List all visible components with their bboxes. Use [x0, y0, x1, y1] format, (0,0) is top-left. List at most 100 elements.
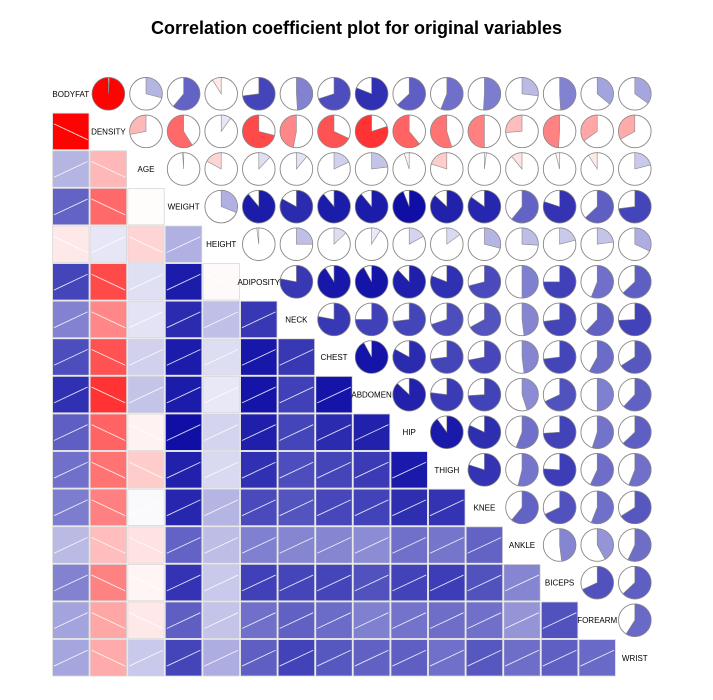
- pie-cell-abdomen-forearm: [580, 377, 614, 412]
- pie-cell-weight-neck: [279, 189, 314, 224]
- pie-cell-density-abdomen: [354, 114, 389, 149]
- shade-cell-neck-age: [127, 300, 165, 339]
- pie-cell-neck-ankle: [505, 302, 539, 337]
- shade-cell-knee-weight: [164, 488, 203, 527]
- shade-cell-wrist-height: [202, 639, 240, 677]
- variable-label-height: HEIGHT: [206, 240, 236, 249]
- pie-cell-thigh-wrist: [618, 453, 652, 487]
- pie-cell-chest-hip: [392, 340, 426, 374]
- shade-cell-biceps-ankle: [503, 564, 541, 602]
- pie-cell-age-wrist: [618, 152, 652, 186]
- pie-cell-chest-abdomen: [354, 340, 389, 374]
- pie-cell-bodyfat-chest: [317, 77, 351, 111]
- pie-cell-thigh-knee: [467, 453, 502, 487]
- pie-cell-height-ankle: [505, 227, 539, 261]
- pie-cell-age-chest: [317, 152, 351, 186]
- shade-cell-forearm-ankle: [503, 601, 541, 639]
- shade-cell-ankle-thigh: [428, 526, 466, 564]
- pie-cell-age-abdomen: [354, 152, 389, 186]
- pie-cell-chest-biceps: [542, 340, 577, 374]
- shade-cell-wrist-forearm: [578, 639, 616, 677]
- shade-cell-thigh-adiposity: [240, 451, 278, 489]
- pie-cell-hip-biceps: [542, 415, 577, 449]
- shade-cell-knee-bodyfat: [52, 488, 90, 527]
- shade-cell-chest-height: [202, 338, 240, 376]
- shade-cell-thigh-neck: [277, 451, 316, 489]
- pie-cell-chest-ankle: [505, 340, 539, 374]
- shade-cell-biceps-height: [202, 564, 240, 602]
- pie-cell-adiposity-abdomen: [354, 265, 389, 299]
- pie-cell-chest-wrist: [618, 340, 652, 374]
- pie-cell-thigh-ankle: [505, 453, 539, 487]
- variable-label-neck: NECK: [285, 315, 308, 324]
- shade-cell-forearm-knee: [465, 601, 504, 639]
- pie-cell-chest-forearm: [580, 340, 614, 374]
- shade-cell-weight-bodyfat: [52, 187, 90, 226]
- pie-cell-density-chest: [317, 114, 351, 149]
- pie-cell-neck-abdomen: [354, 302, 389, 337]
- pie-cell-adiposity-hip: [392, 265, 426, 299]
- pie-cell-weight-adiposity: [242, 189, 276, 224]
- shade-cell-wrist-weight: [164, 639, 203, 677]
- pie-cell-density-knee: [467, 114, 502, 149]
- shade-cell-wrist-biceps: [541, 639, 579, 677]
- pie-cell-weight-wrist: [618, 189, 652, 224]
- shade-cell-hip-neck: [277, 413, 316, 451]
- pie-cell-abdomen-thigh: [430, 377, 464, 412]
- shade-cell-wrist-hip: [390, 639, 428, 677]
- shade-cell-hip-bodyfat: [52, 413, 90, 451]
- shade-cell-ankle-adiposity: [240, 526, 278, 564]
- pie-cell-height-thigh: [430, 227, 464, 261]
- variable-label-thigh: THIGH: [434, 466, 459, 475]
- pie-cell-age-height: [204, 152, 238, 186]
- pie-cell-neck-chest: [317, 302, 351, 337]
- shade-cell-hip-height: [202, 413, 240, 451]
- pie-cell-chest-knee: [467, 340, 502, 374]
- pie-cell-abdomen-biceps: [542, 377, 577, 412]
- variable-label-forearm: FOREARM: [577, 616, 617, 625]
- pie-cell-adiposity-forearm: [580, 265, 614, 299]
- pie-cell-thigh-forearm: [580, 453, 614, 487]
- pie-cell-abdomen-knee: [467, 377, 502, 412]
- pie-cell-neck-forearm: [580, 302, 614, 337]
- shade-cell-forearm-neck: [277, 601, 316, 639]
- pie-cell-density-adiposity: [242, 114, 276, 149]
- shade-cell-wrist-bodyfat: [52, 639, 90, 677]
- shade-cell-neck-adiposity: [240, 300, 278, 339]
- shade-cell-knee-height: [202, 488, 240, 527]
- pie-cell-ankle-forearm: [580, 528, 614, 562]
- shade-cell-knee-abdomen: [352, 488, 391, 527]
- shade-cell-ankle-weight: [164, 526, 203, 564]
- shade-cell-neck-bodyfat: [52, 300, 90, 339]
- shade-cell-hip-chest: [315, 413, 353, 451]
- shade-cell-age-density: [89, 150, 127, 188]
- pie-cell-hip-thigh: [430, 415, 464, 449]
- shade-cell-weight-density: [89, 187, 127, 226]
- shade-cell-chest-bodyfat: [52, 338, 90, 376]
- shade-cell-chest-weight: [164, 338, 203, 376]
- shade-cell-hip-age: [127, 413, 165, 451]
- pie-cell-density-ankle: [505, 114, 539, 149]
- shade-cell-wrist-chest: [315, 639, 353, 677]
- shade-cell-forearm-chest: [315, 601, 353, 639]
- pie-cell-bodyfat-density: [91, 77, 126, 111]
- shade-cell-abdomen-bodyfat: [52, 375, 90, 414]
- shade-cell-height-bodyfat: [52, 225, 90, 263]
- variable-label-abdomen: ABDOMEN: [351, 391, 392, 400]
- pie-cell-weight-thigh: [430, 189, 464, 224]
- pie-cell-abdomen-ankle: [505, 377, 539, 412]
- shade-cell-abdomen-age: [127, 375, 165, 414]
- pie-cell-bodyfat-ankle: [505, 77, 539, 111]
- shade-cell-density-bodyfat: [52, 112, 90, 150]
- shade-cell-biceps-chest: [315, 564, 353, 602]
- shade-cell-height-weight: [164, 225, 203, 263]
- pie-cell-adiposity-ankle: [505, 265, 539, 299]
- shade-cell-abdomen-adiposity: [240, 375, 278, 414]
- shade-cell-abdomen-height: [202, 375, 240, 414]
- pie-cell-neck-thigh: [430, 302, 464, 337]
- shade-cell-wrist-ankle: [503, 639, 541, 677]
- pie-cell-weight-abdomen: [354, 189, 389, 224]
- shade-cell-knee-age: [127, 488, 165, 527]
- pie-cell-weight-biceps: [542, 189, 577, 224]
